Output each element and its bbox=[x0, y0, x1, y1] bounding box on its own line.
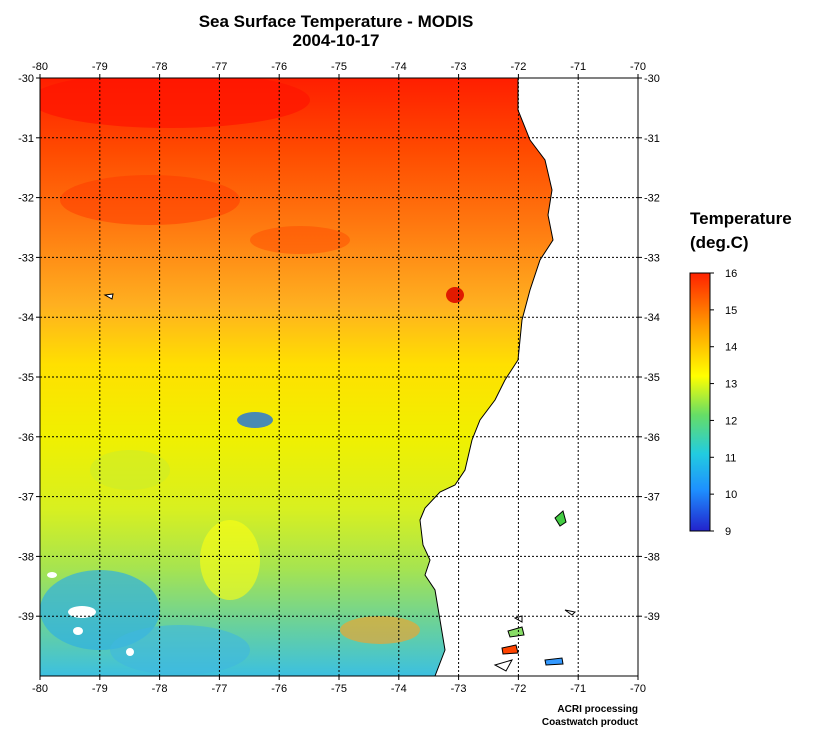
lat-tick-label-left: -37 bbox=[18, 492, 34, 504]
lat-tick-label-left: -31 bbox=[18, 133, 34, 145]
lon-tick-label-bottom: -71 bbox=[570, 683, 586, 695]
legend-ticks: 16 15 14 13 12 11 10 9 bbox=[710, 268, 737, 538]
legend-tick-label: 10 bbox=[725, 489, 737, 501]
cool-patch bbox=[90, 450, 170, 490]
warm-patch bbox=[340, 616, 420, 644]
legend-title: Temperature bbox=[690, 209, 792, 228]
lon-tick-label-top: -77 bbox=[211, 61, 227, 73]
lat-tick-label-left: -38 bbox=[18, 551, 34, 563]
legend-tick-label: 9 bbox=[725, 526, 731, 538]
lat-tick-label-left: -35 bbox=[18, 372, 34, 384]
island bbox=[544, 657, 564, 666]
lat-tick-label-right: -30 bbox=[644, 73, 660, 85]
lon-tick-label-bottom: -80 bbox=[32, 683, 48, 695]
island bbox=[103, 293, 114, 300]
lon-tick-label-top: -72 bbox=[510, 61, 526, 73]
legend-tick-label: 14 bbox=[725, 342, 737, 354]
lon-tick-label-bottom: -74 bbox=[391, 683, 407, 695]
island bbox=[501, 644, 519, 655]
lon-tick-label-top: -73 bbox=[451, 61, 467, 73]
cloud-gap bbox=[73, 627, 83, 635]
lon-tick-label-bottom: -73 bbox=[451, 683, 467, 695]
credit-processing: ACRI processing bbox=[557, 704, 638, 715]
lat-tick-label-right: -39 bbox=[644, 611, 660, 623]
lon-tick-label-bottom: -78 bbox=[152, 683, 168, 695]
legend-tick-label: 16 bbox=[725, 268, 737, 280]
lon-tick-label-bottom: -76 bbox=[271, 683, 287, 695]
warm-patch bbox=[60, 175, 240, 225]
lon-tick-label-bottom: -79 bbox=[92, 683, 108, 695]
warm-patch bbox=[200, 520, 260, 600]
lon-tick-label-top: -70 bbox=[630, 61, 646, 73]
lon-tick-label-bottom: -75 bbox=[331, 683, 347, 695]
legend-tick-label: 12 bbox=[725, 415, 737, 427]
cloud-gap bbox=[47, 572, 57, 578]
lat-tick-label-right: -34 bbox=[644, 312, 660, 324]
lat-tick-label-left: -33 bbox=[18, 252, 34, 264]
lat-tick-label-left: -39 bbox=[18, 611, 34, 623]
lon-tick-label-top: -76 bbox=[271, 61, 287, 73]
island bbox=[493, 659, 514, 672]
lat-tick-label-right: -33 bbox=[644, 252, 660, 264]
cool-patch bbox=[237, 412, 273, 428]
lon-tick-label-top: -75 bbox=[331, 61, 347, 73]
lat-tick-label-right: -37 bbox=[644, 492, 660, 504]
island bbox=[554, 510, 567, 527]
lon-tick-label-top: -80 bbox=[32, 61, 48, 73]
island bbox=[564, 609, 577, 616]
warm-patch bbox=[40, 78, 310, 128]
legend-tick-label: 15 bbox=[725, 305, 737, 317]
lon-tick-label-top: -74 bbox=[391, 61, 407, 73]
cloud-gap bbox=[126, 648, 134, 656]
warm-patch bbox=[446, 287, 464, 303]
lon-tick-label-bottom: -77 bbox=[211, 683, 227, 695]
map-date: 2004-10-17 bbox=[292, 31, 380, 50]
legend-colorbar bbox=[689, 272, 711, 532]
lat-tick-label-right: -36 bbox=[644, 432, 660, 444]
lat-tick-label-left: -34 bbox=[18, 312, 34, 324]
lat-tick-label-left: -36 bbox=[18, 432, 34, 444]
lat-tick-label-right: -35 bbox=[644, 372, 660, 384]
lat-tick-label-left: -32 bbox=[18, 193, 34, 205]
lon-tick-label-bottom: -72 bbox=[510, 683, 526, 695]
island bbox=[507, 626, 525, 638]
map-frame bbox=[39, 77, 639, 677]
legend-tick-label: 11 bbox=[725, 452, 736, 464]
lon-tick-label-top: -78 bbox=[152, 61, 168, 73]
warm-patch bbox=[250, 226, 350, 254]
lat-tick-label-right: -32 bbox=[644, 193, 660, 205]
lon-tick-label-bottom: -70 bbox=[630, 683, 646, 695]
credit-product: Coastwatch product bbox=[541, 717, 638, 728]
legend-unit: (deg.C) bbox=[690, 233, 749, 252]
lat-tick-label-right: -31 bbox=[644, 133, 660, 145]
cloud-gap bbox=[68, 606, 96, 618]
lon-tick-label-top: -71 bbox=[570, 61, 586, 73]
lat-tick-label-right: -38 bbox=[644, 551, 660, 563]
cool-patch bbox=[110, 625, 250, 675]
lat-tick-label-left: -30 bbox=[18, 73, 34, 85]
map-title: Sea Surface Temperature - MODIS bbox=[198, 12, 474, 31]
lon-tick-label-top: -79 bbox=[92, 61, 108, 73]
legend-tick-label: 13 bbox=[725, 379, 737, 391]
axis-ticks: -80 -80 -79 -79 -78 -78 -77 -77 -76 -76 -75 -75 -74 -… bbox=[18, 61, 660, 695]
